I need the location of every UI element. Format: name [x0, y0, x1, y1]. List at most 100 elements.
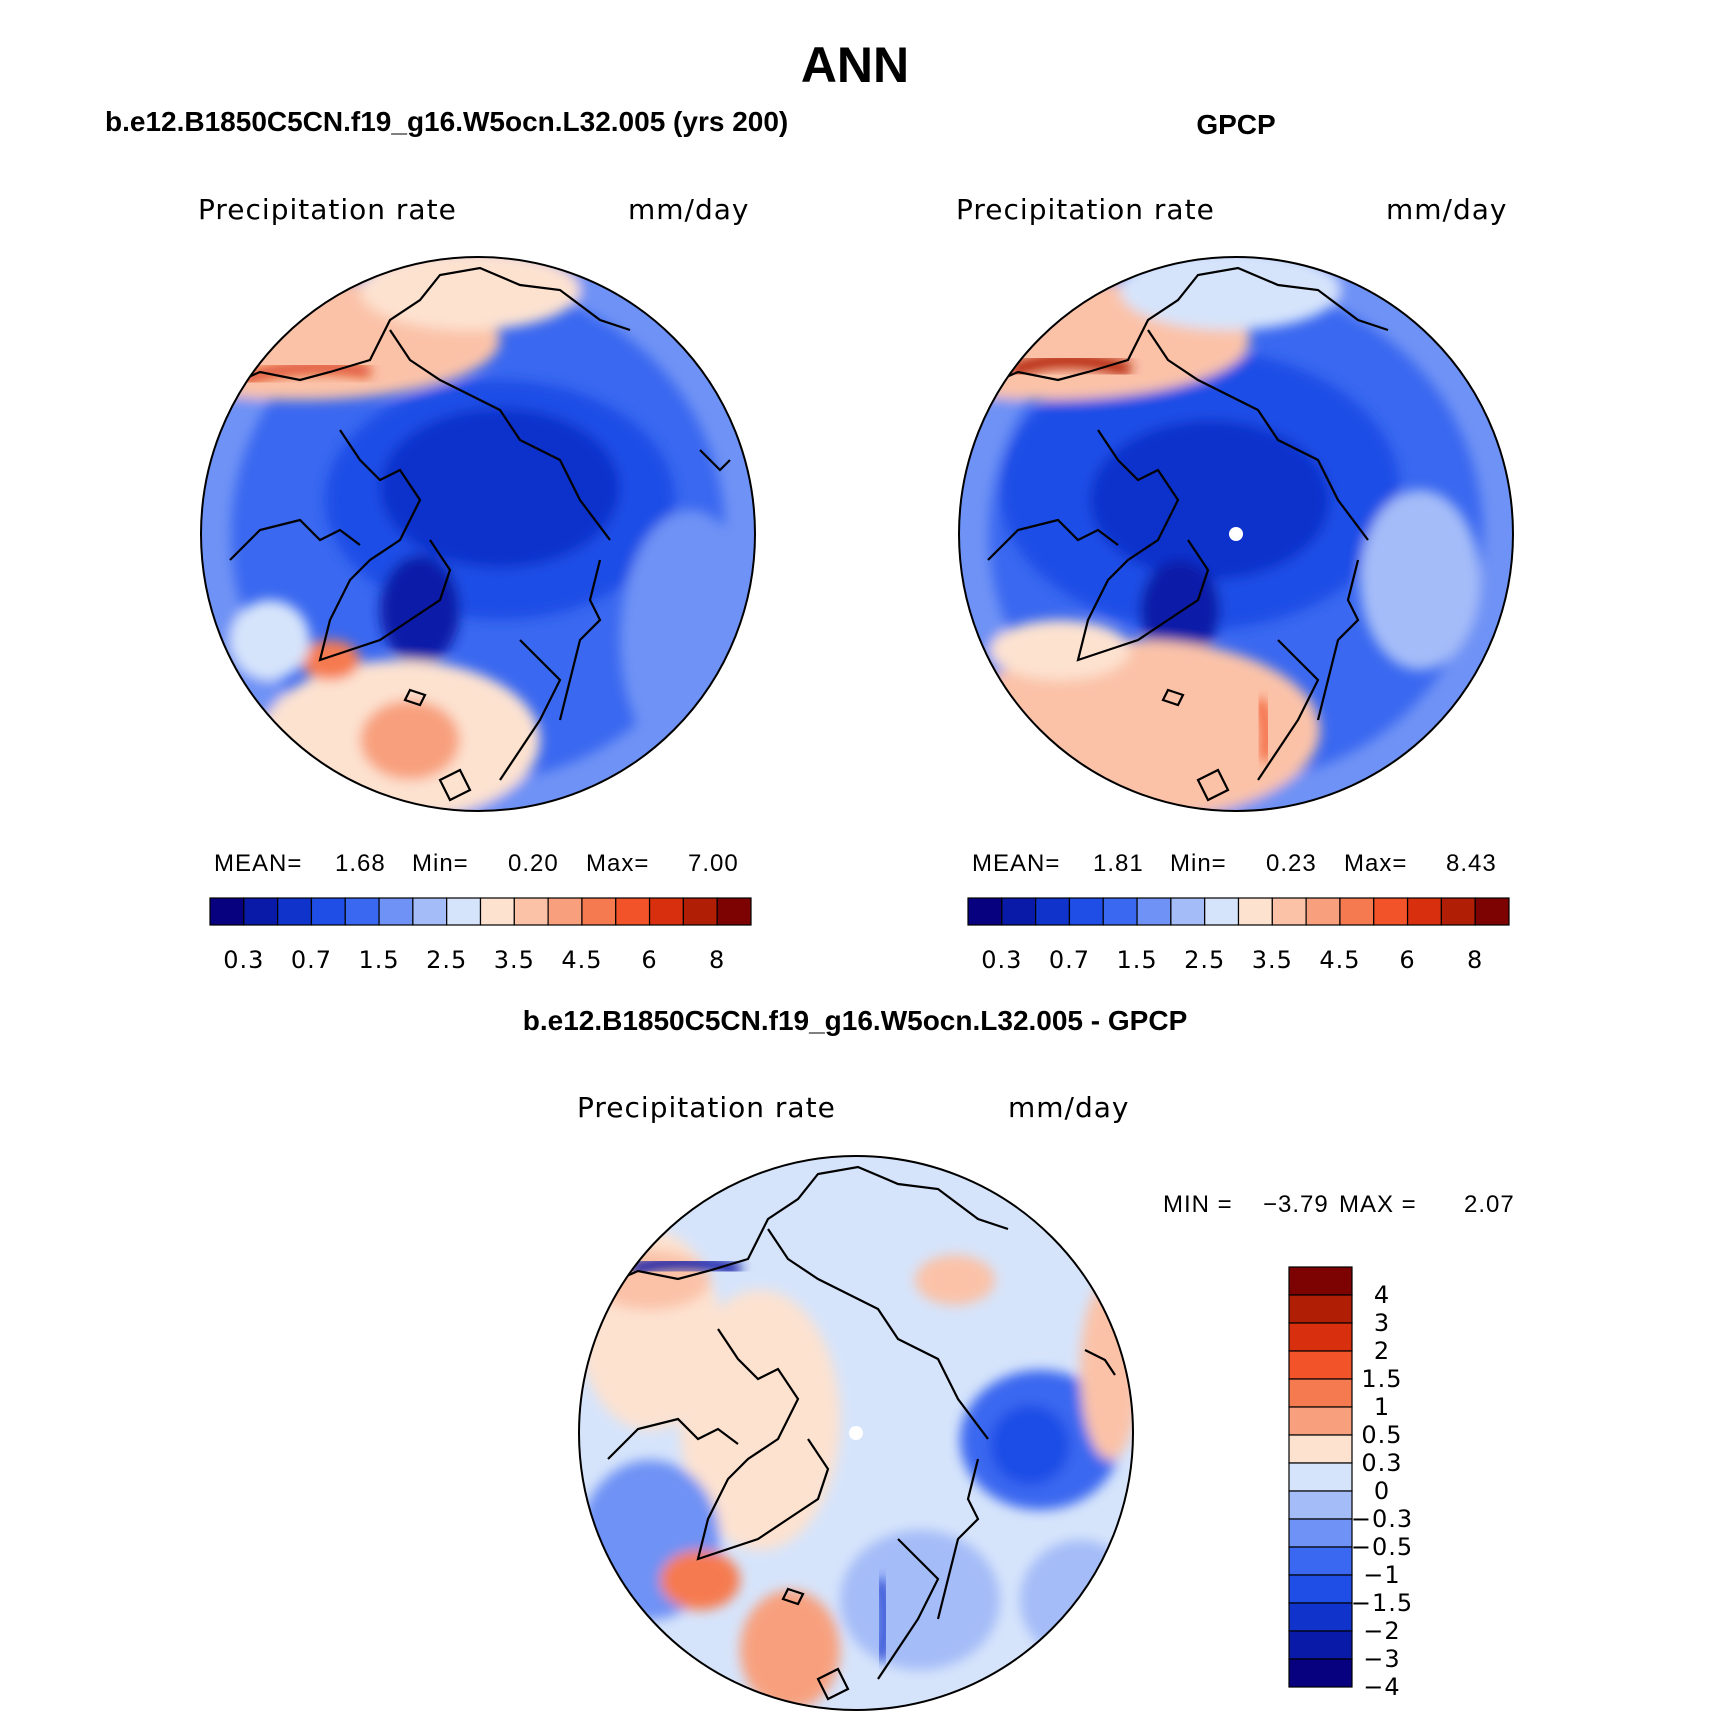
- colorbar-tick-label: 1.5: [358, 946, 399, 974]
- colorbar-swatch: [1288, 1266, 1353, 1296]
- panel-diff-title: b.e12.B1850C5CN.f19_g16.W5ocn.L32.005 - …: [523, 1005, 1188, 1036]
- colorbar-tick-label: −2: [1363, 1617, 1400, 1645]
- colorbar-swatch: [1474, 897, 1510, 926]
- colorbar-swatch: [1288, 1490, 1353, 1520]
- map-boundary: [958, 256, 1514, 812]
- colorbar-swatch: [1406, 897, 1442, 926]
- colorbar-swatch: [1288, 1350, 1353, 1380]
- map-fill-region: [1255, 698, 1272, 761]
- colorbar-swatch: [615, 897, 651, 926]
- map-fill-region: [1120, 257, 1340, 330]
- panel-diff-stats: MIN = −3.79 MAX = 2.07: [1163, 1191, 1515, 1218]
- map-fill-region: [360, 257, 580, 330]
- colorbar-swatch: [412, 897, 448, 926]
- panel-obs-field-label: Precipitation rate: [956, 193, 1215, 226]
- map-fill-region: [740, 1590, 840, 1710]
- stat-max-label: Max=: [1344, 850, 1407, 877]
- main-title: ANN: [801, 37, 909, 93]
- colorbar-swatch: [1288, 1378, 1353, 1408]
- stat-mean-label: MEAN=: [972, 850, 1060, 877]
- map-fill-region: [1140, 560, 1220, 660]
- colorbar-tick-label: 3: [1374, 1309, 1390, 1337]
- colorbar-swatch: [1288, 1406, 1353, 1436]
- colorbar-tick-label: 8: [1467, 946, 1483, 974]
- panel-model-title: b.e12.B1850C5CN.f19_g16.W5ocn.L32.005 (y…: [105, 106, 788, 137]
- colorbar-tick-label: 0.3: [1361, 1449, 1402, 1477]
- colorbar-swatch: [378, 897, 414, 926]
- colorbar-swatch: [1170, 897, 1206, 926]
- colorbar-swatch: [1102, 897, 1138, 926]
- stat-max-label: Max=: [586, 850, 649, 877]
- colorbar-tick-label: 3.5: [1252, 946, 1293, 974]
- colorbar-tick-label: 0.7: [291, 946, 332, 974]
- colorbar-tick-label: 1.5: [1361, 1365, 1402, 1393]
- map-fill-region: [300, 640, 360, 680]
- colorbar-swatch: [209, 897, 245, 926]
- colorbar-tick-label: 0: [1374, 1477, 1390, 1505]
- map-boundary: [200, 256, 756, 812]
- pole-marker: [1229, 527, 1243, 541]
- colorbar-tick-label: 0.3: [981, 946, 1022, 974]
- map-boundary: [578, 1155, 1134, 1711]
- map-fill-region: [915, 1255, 995, 1305]
- map-fill-region: [1080, 1280, 1133, 1460]
- panel-diff-units: mm/day: [1008, 1091, 1130, 1124]
- polar-map-diff: [578, 1155, 1134, 1711]
- pole-marker: [849, 1426, 863, 1440]
- colorbar-tick-label: 0.3: [223, 946, 264, 974]
- stat-max-value: 2.07: [1464, 1191, 1515, 1218]
- map-fill-region: [990, 1405, 1070, 1485]
- panel-obs: GPCP Precipitation rate mm/day: [956, 109, 1514, 974]
- colorbar-swatch: [967, 897, 1003, 926]
- colorbar-tick-label: −1: [1363, 1561, 1400, 1589]
- map-fill-region: [627, 1255, 742, 1277]
- map-fill-region: [660, 1550, 740, 1610]
- colorbar-tick-label: 1: [1374, 1393, 1390, 1421]
- panel-model-stats: MEAN= 1.68 Min= 0.20 Max= 7.00: [214, 850, 739, 877]
- stat-max-value: 7.00: [688, 850, 739, 877]
- stat-min-label: Min=: [412, 850, 469, 877]
- colorbar-tick-label: 1.5: [1116, 946, 1157, 974]
- map-fill-region: [380, 555, 460, 665]
- colorbar-swatch: [648, 897, 684, 926]
- stat-min-label: Min=: [1170, 850, 1227, 877]
- colorbar-swatch: [1288, 1294, 1353, 1324]
- map-fill-region: [840, 1530, 1000, 1670]
- colorbar-swatch: [1001, 897, 1037, 926]
- stat-max-value: 8.43: [1446, 850, 1497, 877]
- map-fill-region: [680, 1290, 840, 1550]
- colorbar-tick-label: 2.5: [426, 946, 467, 974]
- colorbar-tick-label: 8: [709, 946, 725, 974]
- map-fill-region: [1090, 420, 1330, 580]
- colorbar-swatch: [1305, 897, 1341, 926]
- map-fill-region: [1360, 490, 1480, 670]
- panel-model: b.e12.B1850C5CN.f19_g16.W5ocn.L32.005 (y…: [105, 106, 788, 974]
- colorbar-tick-label: 6: [1399, 946, 1415, 974]
- colorbar-swatch: [1339, 897, 1375, 926]
- colorbar-tick-label: 4: [1374, 1281, 1390, 1309]
- colorbar-swatch: [310, 897, 346, 926]
- panel-model-units: mm/day: [628, 193, 750, 226]
- colorbar-swatch: [682, 897, 718, 926]
- map-fill-region: [360, 700, 460, 780]
- colorbar-swatch: [1204, 897, 1240, 926]
- colorbar-swatch: [1136, 897, 1172, 926]
- colorbar-swatch: [1288, 1322, 1353, 1352]
- colorbar-swatch: [513, 897, 549, 926]
- stat-min-label: MIN =: [1163, 1191, 1233, 1218]
- stat-max-label: MAX =: [1339, 1191, 1417, 1218]
- stat-mean-label: MEAN=: [214, 850, 302, 877]
- colorbar-obs: 0.3 0.7 1.5 2.5 3.5 4.5 6 8: [967, 897, 1510, 974]
- colorbar-swatch: [1440, 897, 1476, 926]
- colorbar-swatch: [243, 897, 279, 926]
- stat-min-value: −3.79: [1263, 1191, 1329, 1218]
- coastlines-diff: [607, 1165, 1116, 1701]
- map-fill-region: [1007, 353, 1132, 379]
- map-fill-region: [230, 600, 310, 680]
- colorbar-swatch: [1373, 897, 1409, 926]
- map-fill-region: [990, 620, 1130, 680]
- map-fill-region: [380, 408, 620, 568]
- panel-obs-stats: MEAN= 1.81 Min= 0.23 Max= 8.43: [972, 850, 1497, 877]
